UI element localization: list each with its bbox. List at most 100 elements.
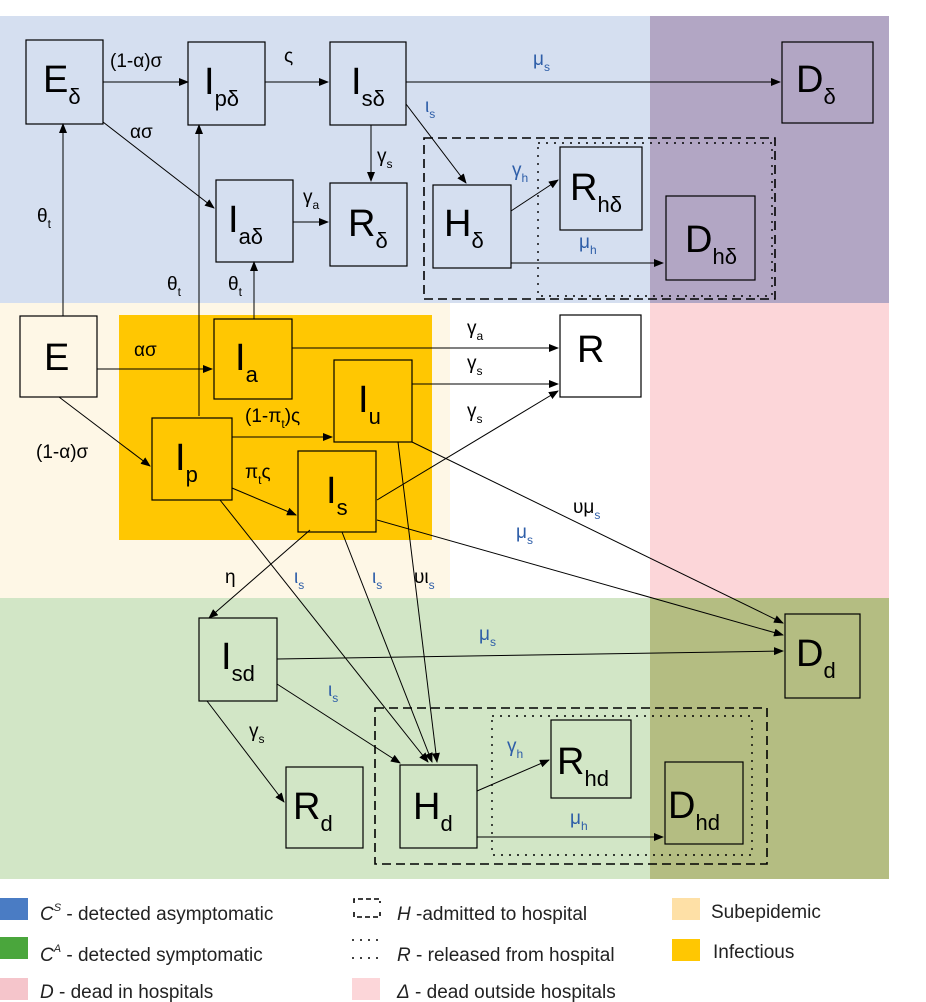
legend: CS - detected asymptomatic CA - detected… — [0, 898, 821, 1002]
legend-released-hospital: R - released from hospital — [397, 945, 615, 966]
edge-label: θt — [228, 274, 243, 299]
legend-swatch-green — [0, 937, 28, 959]
node-R: R — [559, 314, 642, 398]
edge-label: γh — [512, 160, 528, 185]
edge-label: γh — [507, 736, 523, 761]
edge-label: υμs — [573, 497, 600, 522]
node-Iu: Iu — [333, 359, 413, 443]
svg-text:Ia: Ia — [235, 337, 259, 387]
edge-label: ς — [284, 46, 293, 67]
legend-swatch-lightorange — [672, 898, 700, 920]
node-E-delta: Eδ — [25, 39, 104, 125]
released-box-bottom — [491, 715, 753, 856]
legend-dashed-bracket — [353, 898, 381, 918]
node-Dh-delta: Dhδ — [665, 195, 756, 281]
released-box-top — [537, 142, 773, 297]
edge-label: μs — [516, 522, 533, 547]
legend-dotted-bracket — [352, 939, 382, 959]
svg-text:Hd: Hd — [413, 786, 453, 836]
legend-swatch-pink — [0, 978, 28, 1000]
svg-text:Ipδ: Ipδ — [204, 61, 239, 111]
svg-text:Rd: Rd — [293, 786, 333, 836]
node-E: E — [19, 315, 98, 398]
edge-label: γa — [303, 187, 320, 212]
edge-label: υιs — [414, 567, 435, 592]
edge-label: μs — [479, 624, 496, 649]
svg-text:Eδ: Eδ — [43, 59, 81, 109]
svg-text:Rhd: Rhd — [557, 741, 609, 791]
edge-label: γs — [467, 353, 483, 378]
legend-detected-asymptomatic: CS - detected asymptomatic — [40, 902, 273, 925]
legend-infectious: Infectious — [713, 942, 794, 963]
node-Is-delta: Isδ — [329, 41, 407, 126]
node-Dhd: Dhd — [664, 761, 744, 845]
edge-label: πtς — [245, 462, 271, 487]
legend-swatch-blue — [0, 898, 28, 920]
edge-label: θt — [37, 206, 52, 231]
node-Ia-delta: Iaδ — [215, 179, 294, 263]
node-H-delta: Hδ — [432, 184, 512, 269]
svg-text:Isδ: Isδ — [351, 61, 385, 111]
edge-label: ιs — [294, 567, 304, 592]
edge-label: ιs — [328, 680, 338, 705]
region-infectious — [119, 315, 432, 540]
edge-label: ασ — [130, 122, 153, 143]
edge-label: γs — [467, 401, 483, 426]
svg-text:Dd: Dd — [796, 633, 836, 683]
edge-label: μh — [570, 808, 588, 833]
node-Is: Is — [297, 450, 377, 533]
legend-swatch-lightpink — [352, 978, 380, 1000]
node-D-delta: Dδ — [781, 41, 874, 124]
node-Ia: Ia — [213, 318, 293, 400]
region-dead-outside-hospital — [650, 302, 889, 598]
edge-label: γs — [377, 146, 393, 171]
hospital-box-top — [423, 137, 776, 300]
edge-label: ιs — [372, 567, 382, 592]
svg-text:Iaδ: Iaδ — [228, 199, 263, 249]
legend-admitted-hospital: H -admitted to hospital — [397, 904, 587, 925]
edges — [58, 78, 784, 841]
node-Ip-delta: Ipδ — [187, 41, 266, 126]
edge-label: μs — [533, 49, 550, 74]
legend-subepidemic: Subepidemic — [711, 902, 821, 923]
edge-label: (1-πt)ς — [245, 406, 300, 431]
hospital-box-bottom — [374, 707, 768, 865]
legend-dead-outside-hospitals: Δ - dead outside hospitals — [396, 982, 616, 1002]
node-Hd: Hd — [399, 764, 478, 849]
edge-label: η — [225, 567, 236, 588]
region-dead-bottom-overlay — [650, 598, 889, 879]
node-R-delta: Rδ — [329, 182, 408, 267]
svg-text:Dδ: Dδ — [796, 59, 836, 109]
edge-label: ιs — [425, 96, 435, 121]
edge-label: (1-α)σ — [36, 442, 89, 463]
svg-text:Isd: Isd — [221, 636, 255, 686]
svg-text:Rhδ: Rhδ — [570, 167, 622, 217]
svg-text:Iu: Iu — [358, 379, 381, 429]
svg-text:Hδ: Hδ — [444, 203, 484, 253]
edge-label: ασ — [134, 340, 157, 361]
edge-labels: (1-α)σ ς μs ασ ιs γs θt γa γh μh θt θt α… — [36, 46, 600, 833]
edge-label: (1-α)σ — [110, 51, 163, 72]
node-Rh-delta: Rhδ — [559, 146, 643, 231]
node-Isd: Isd — [198, 617, 278, 702]
legend-dead-in-hospitals: D - dead in hospitals — [40, 982, 213, 1002]
region-dead-top-overlay — [650, 16, 889, 303]
svg-text:Dhd: Dhd — [668, 785, 720, 835]
legend-swatch-orange — [672, 939, 700, 961]
edge-label: μh — [579, 232, 597, 257]
node-Rd: Rd — [285, 766, 364, 849]
node-Dd: Dd — [784, 613, 861, 699]
svg-text:Ip: Ip — [175, 437, 198, 487]
svg-text:Dhδ: Dhδ — [685, 219, 737, 269]
edge-label: θt — [167, 274, 182, 299]
svg-text:R: R — [577, 329, 604, 371]
edge-label: γs — [249, 721, 265, 746]
svg-text:Is: Is — [326, 470, 348, 520]
svg-text:Rδ: Rδ — [348, 203, 388, 253]
background-regions — [0, 16, 889, 879]
svg-text:E: E — [44, 337, 69, 379]
node-Rhd: Rhd — [550, 719, 632, 799]
legend-detected-symptomatic: CA - detected symptomatic — [40, 943, 263, 966]
edge-label: γa — [467, 318, 484, 343]
